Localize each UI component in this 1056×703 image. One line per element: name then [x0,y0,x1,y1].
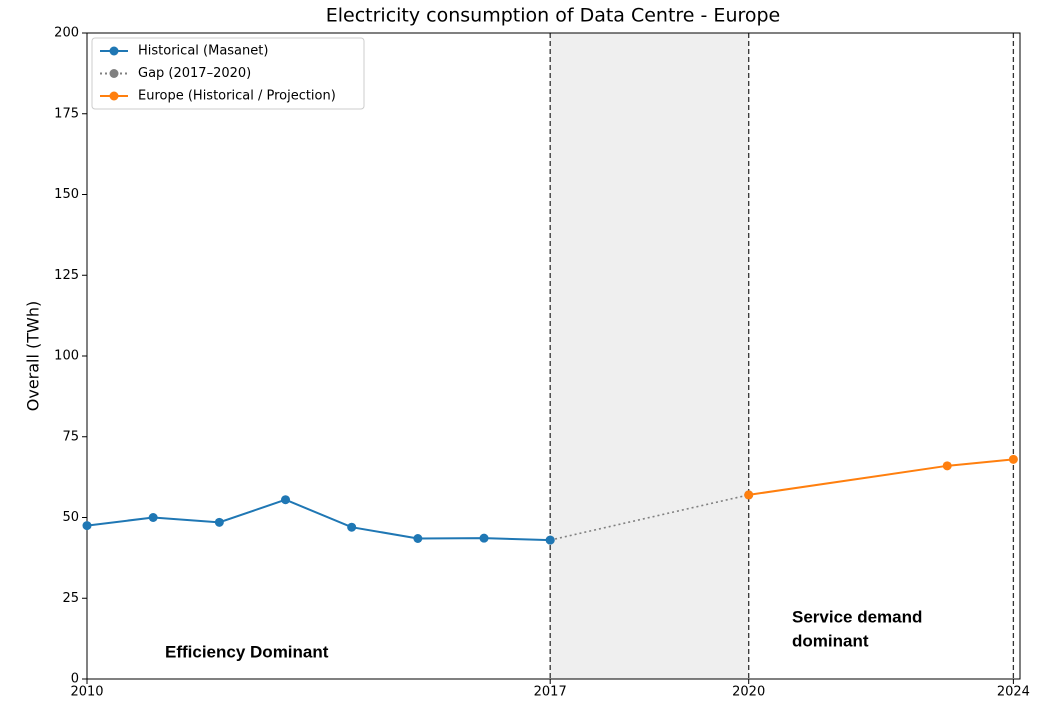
legend-marker [109,91,119,101]
legend-label: Historical (Masanet) [138,44,268,59]
series-line [748,458,1014,496]
data-point [82,521,92,531]
y-tick-label: 125 [54,268,79,283]
annotation: Service demand [792,607,922,626]
annotation: dominant [792,631,869,650]
legend-label: Europe (Historical / Projection) [138,89,336,104]
annotation: Efficiency Dominant [165,642,329,661]
chart-title: Electricity consumption of Data Centre -… [326,5,781,27]
shaded-region [550,33,749,679]
data-point [214,517,224,527]
x-tick-label: 2010 [70,685,103,700]
legend-label: Gap (2017–2020) [138,66,251,81]
series-line [550,494,749,541]
x-tick-label: 2020 [732,685,765,700]
y-tick-label: 25 [62,591,79,606]
data-point [942,461,952,471]
x-tick-label: 2017 [534,685,567,700]
y-tick-label: 0 [71,672,79,687]
data-point [413,533,423,543]
legend-box [91,37,365,110]
y-tick-label: 175 [54,106,79,121]
y-axis-label: Overall (TWh) [24,301,43,411]
y-tick-label: 75 [62,429,79,444]
series-line [86,498,551,542]
legend-marker [109,46,119,56]
y-tick-label: 100 [54,349,79,364]
y-tick-label: 200 [54,26,79,41]
data-point [1008,454,1018,464]
y-tick-label: 150 [54,187,79,202]
data-point [545,535,555,545]
legend-marker [109,69,119,78]
data-point [347,522,357,532]
y-tick-label: 50 [62,510,79,525]
data-point [479,533,489,543]
data-point [148,513,158,522]
data-point [744,490,754,500]
x-tick-label: 2024 [997,685,1030,700]
data-point [281,495,291,505]
